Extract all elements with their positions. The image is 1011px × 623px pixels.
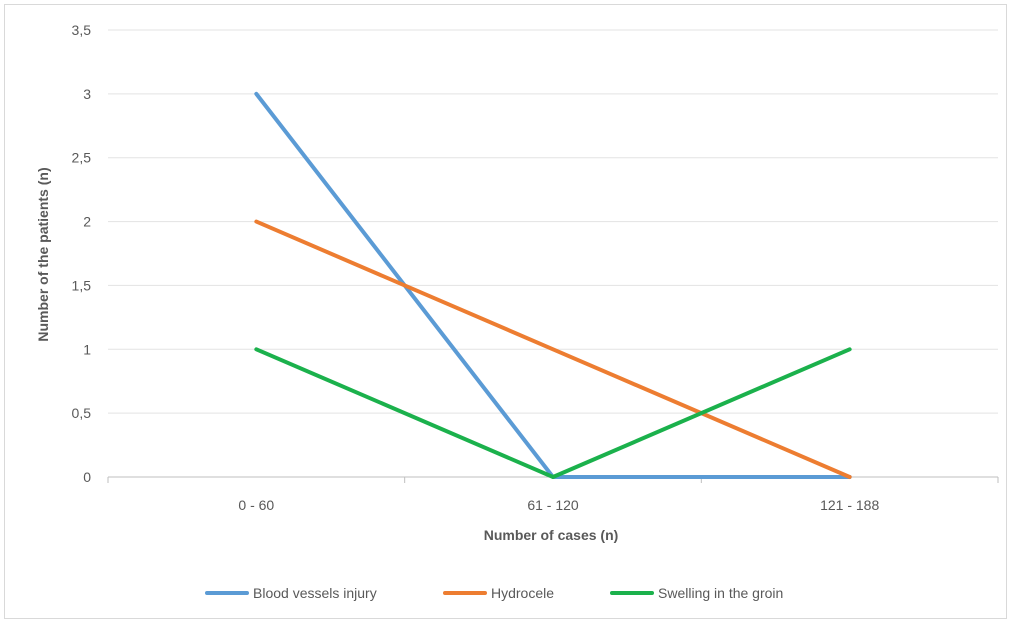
x-tick-labels: 0 - 60 61 - 120 121 - 188 bbox=[238, 497, 879, 513]
legend-label: Blood vessels injury bbox=[253, 585, 377, 601]
series-line-swelling-in-the-groin bbox=[254, 347, 852, 479]
x-tick-label: 121 - 188 bbox=[820, 497, 879, 513]
x-tick-label: 0 - 60 bbox=[238, 497, 274, 513]
series-line-hydrocele bbox=[254, 219, 852, 479]
y-tick-labels: 0 0,5 1 1,5 2 2,5 3 3,5 bbox=[72, 22, 92, 485]
y-tick-label: 2 bbox=[83, 214, 91, 230]
y-axis-title: Number of the patients (n) bbox=[35, 167, 51, 341]
y-tick-label: 3,5 bbox=[72, 22, 92, 38]
y-tick-label: 0,5 bbox=[72, 405, 92, 421]
gridlines bbox=[107, 29, 999, 483]
legend-label: Hydrocele bbox=[491, 585, 554, 601]
legend: Blood vessels injury Hydrocele Swelling in… bbox=[205, 585, 783, 601]
y-tick-label: 1 bbox=[83, 341, 91, 357]
series-lines bbox=[254, 91, 852, 479]
y-tick-label: 3 bbox=[83, 86, 91, 102]
legend-label: Swelling in the groin bbox=[658, 585, 783, 601]
y-tick-label: 1,5 bbox=[72, 277, 92, 293]
x-axis-title: Number of cases (n) bbox=[484, 527, 619, 543]
x-tick-label: 61 - 120 bbox=[527, 497, 579, 513]
y-tick-label: 2,5 bbox=[72, 150, 92, 166]
chart-frame bbox=[4, 4, 1007, 619]
y-tick-label: 0 bbox=[83, 469, 91, 485]
